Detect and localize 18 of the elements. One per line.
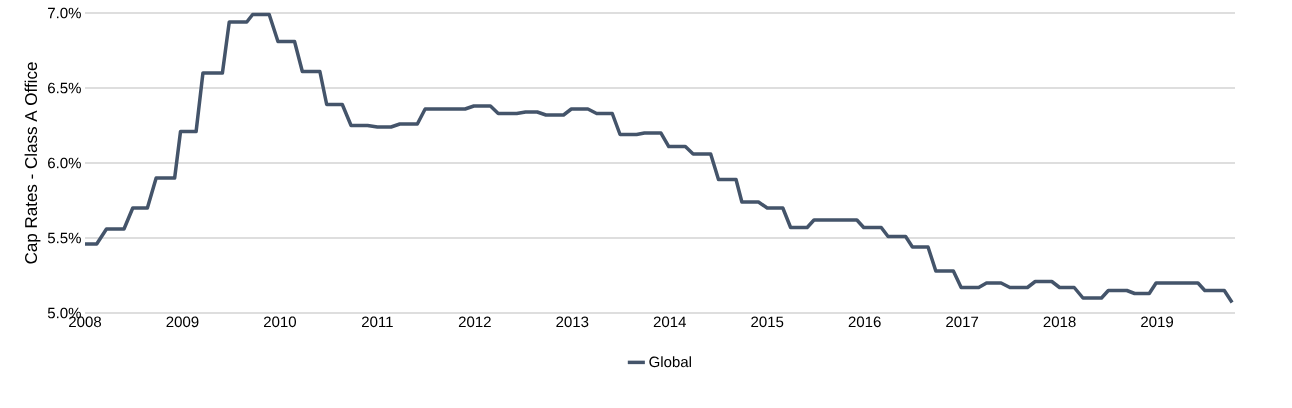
- x-tick-label: 2012: [458, 316, 491, 328]
- x-tick-label: 2011: [362, 316, 393, 328]
- x-tick-label: 2013: [556, 316, 589, 328]
- x-tick-label: 2015: [751, 316, 784, 328]
- y-tick-label: 5.5%: [47, 232, 81, 244]
- x-tick-label: 2017: [946, 316, 979, 328]
- x-tick-label: 2016: [848, 316, 881, 328]
- y-axis-title: Cap Rates - Class A Office: [24, 62, 41, 264]
- y-tick-label: 6.5%: [48, 82, 81, 94]
- y-tick-label: 7.0%: [48, 7, 81, 19]
- line-series: [83, 12, 1234, 305]
- x-tick-label: 2019: [1141, 316, 1173, 328]
- x-tick-label: 2009: [166, 316, 199, 328]
- y-tick-label: 6.0%: [48, 157, 81, 169]
- x-tick-label: 2014: [653, 316, 686, 328]
- x-tick-label: 2018: [1043, 316, 1076, 328]
- x-tick-label: 2010: [263, 316, 297, 328]
- legend-label: Global: [649, 356, 691, 368]
